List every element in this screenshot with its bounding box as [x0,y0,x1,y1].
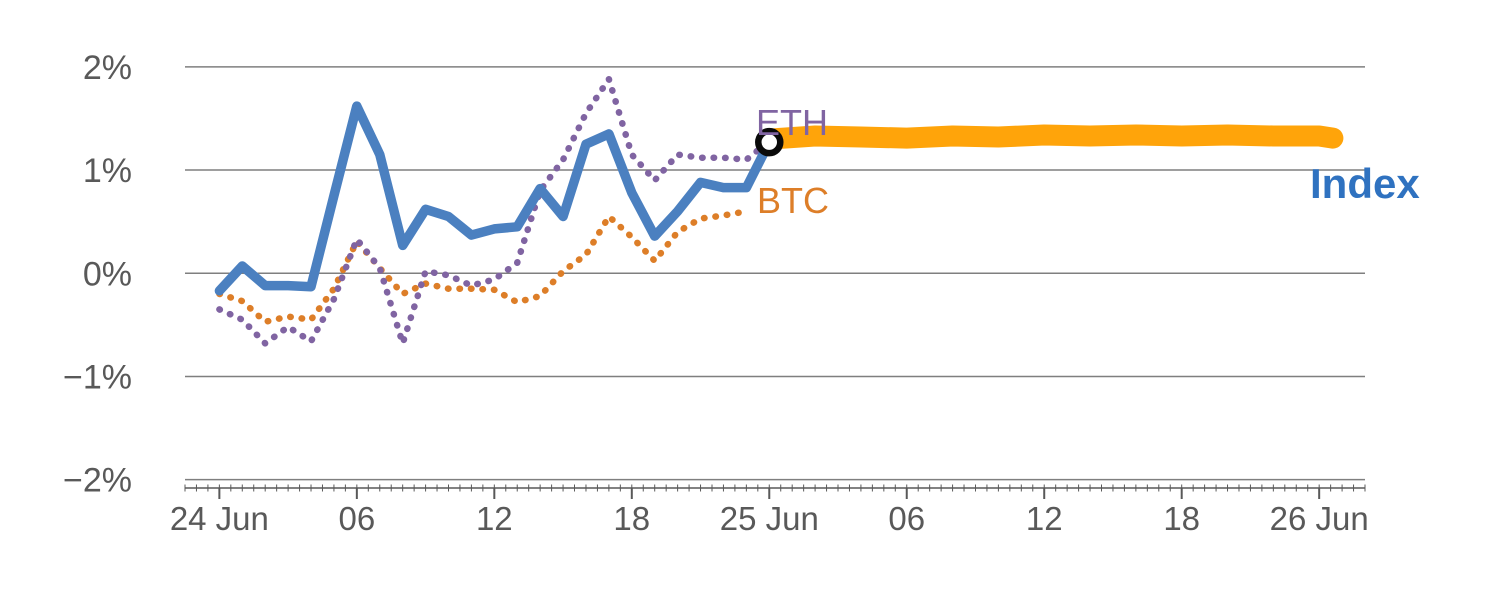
x-axis: 24 Jun 06 12 18 25 Jun 06 12 18 26 Jun [170,484,1369,537]
svg-text:24 Jun: 24 Jun [170,500,269,537]
svg-text:−1%: −1% [63,358,132,396]
y-axis-labels: 2% 1% 0% −1% −2% [63,49,132,500]
svg-text:0%: 0% [83,255,132,293]
current-point-marker [755,127,784,157]
svg-text:2%: 2% [83,49,132,87]
series-index-line [214,101,775,296]
svg-text:1%: 1% [83,152,132,190]
svg-text:06: 06 [888,500,925,537]
svg-text:25 Jun: 25 Jun [720,500,819,537]
series-eth-line [216,75,773,347]
svg-text:18: 18 [613,500,650,537]
svg-text:12: 12 [476,500,513,537]
svg-text:06: 06 [338,500,375,537]
series-forward-band-line [758,124,1344,150]
svg-text:−2%: −2% [63,462,132,500]
svg-text:18: 18 [1163,500,1200,537]
series-btc-line [216,208,750,326]
svg-text:26 Jun: 26 Jun [1270,500,1369,537]
svg-text:12: 12 [1026,500,1063,537]
